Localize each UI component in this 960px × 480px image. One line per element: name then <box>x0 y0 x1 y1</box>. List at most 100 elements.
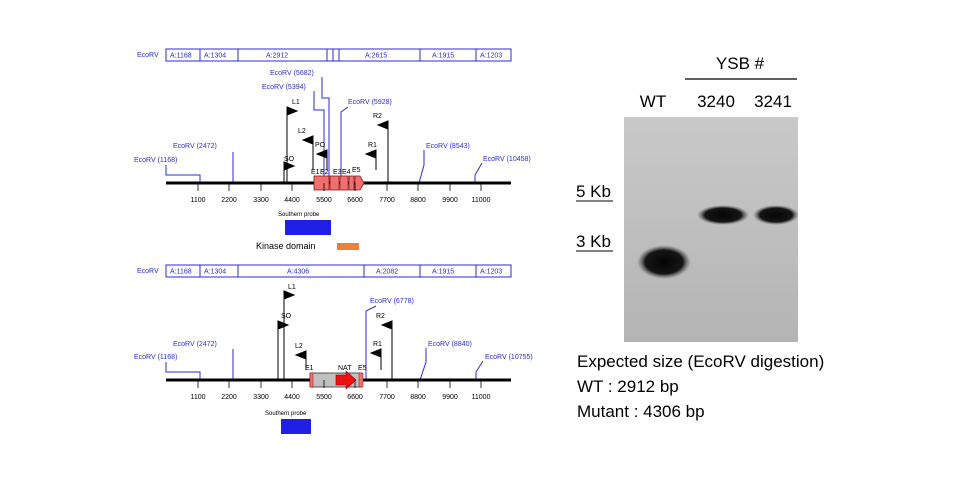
wt-probe-label: Southern probe <box>278 212 320 218</box>
wt-site-5928-leader <box>340 106 349 183</box>
wt-primer-l2: L2 <box>298 128 306 135</box>
wt-primer-so: SO <box>284 156 295 163</box>
wt-exon-e3: E3 <box>333 169 342 176</box>
mut-primer-so: SO <box>281 313 292 320</box>
band-3240 <box>697 205 749 225</box>
mut-tick-7: 7700 <box>379 394 395 401</box>
wt-exon-e4: E4 <box>342 169 351 176</box>
wt-exons <box>313 175 365 191</box>
wt-map: EcoRV A:1168 A:1304 A:2912 A:2615 A:1915… <box>134 48 531 251</box>
wt-tick-3: 3300 <box>253 197 269 204</box>
wt-segment-5: A:1915 <box>432 53 454 60</box>
mut-tick-4: 4400 <box>284 394 300 401</box>
southern-blot: YSB # WT 3240 3241 5 Kb 3 Kb <box>576 54 799 342</box>
wt-tick-9: 9900 <box>442 197 458 204</box>
mut-nat-label: NAT <box>338 365 352 372</box>
lane-3241: 3241 <box>754 92 792 111</box>
mut-tick-8: 8800 <box>410 394 426 401</box>
wt-tick-4: 4400 <box>284 197 300 204</box>
wt-segment-3: A:2912 <box>266 53 288 60</box>
wt-tick-6: 6600 <box>347 197 363 204</box>
caption-line-1: Expected size (EcoRV digestion) <box>577 352 824 371</box>
mut-tick-5: 5500 <box>316 394 332 401</box>
wt-scale <box>197 183 482 191</box>
mut-segment-5: A:1915 <box>432 269 454 276</box>
mut-map: EcoRV A:1168 A:1304 A:4306 A:2082 A:1915… <box>134 264 533 434</box>
wt-site-5682-leader <box>321 77 330 183</box>
wt-primers <box>283 106 389 183</box>
wt-site-label-5: EcoRV (5928) <box>348 99 392 106</box>
lane-3240: 3240 <box>697 92 735 111</box>
wt-site-1168-leader <box>165 165 201 183</box>
mut-tick-3: 3300 <box>253 394 269 401</box>
wt-kinase-domain <box>337 243 359 250</box>
mut-scale <box>197 380 482 388</box>
mut-segment-label: EcoRV <box>137 268 159 275</box>
wt-tick-1: 1100 <box>190 197 205 204</box>
wt-primer-r2: R2 <box>373 113 382 120</box>
mut-primer-l1: L1 <box>288 284 296 291</box>
wt-primer-l1: L1 <box>292 99 300 106</box>
blot-header: YSB # <box>716 54 765 73</box>
wt-exon-e5: E5 <box>352 167 361 174</box>
wt-segment-2: A:1304 <box>204 53 226 60</box>
mut-primer-r2: R2 <box>376 313 385 320</box>
wt-site-10458-leader <box>474 162 483 183</box>
mut-site-label-1: EcoRV (1168) <box>134 354 177 361</box>
mut-primer-l2: L2 <box>295 343 303 350</box>
marker-3kb: 3 Kb <box>576 232 611 251</box>
wt-tick-5: 5500 <box>316 197 332 204</box>
wt-site-label-7: EcoRV (10458) <box>483 156 531 163</box>
wt-tick-2: 2200 <box>221 197 237 204</box>
wt-exon-e2: E2 <box>320 169 329 176</box>
caption: Expected size (EcoRV digestion) WT : 291… <box>577 352 824 421</box>
mut-tick-6: 6600 <box>347 394 363 401</box>
mut-tick-9: 9900 <box>442 394 458 401</box>
wt-site-label-6: EcoRV (8543) <box>426 143 470 150</box>
mut-ecorv-sites <box>165 305 484 381</box>
wt-tick-8: 8800 <box>410 197 426 204</box>
lane-wt: WT <box>640 92 666 111</box>
wt-segment-bar: EcoRV A:1168 A:1304 A:2912 A:2615 A:1915… <box>137 48 512 62</box>
wt-segment-1: A:1168 <box>170 53 192 60</box>
mut-segment-4: A:2082 <box>376 269 398 276</box>
blot-membrane <box>624 117 798 342</box>
wt-primer-r1: R1 <box>368 142 377 149</box>
wt-site-8543-leader <box>418 150 425 184</box>
mut-exon-e5: E5 <box>358 365 367 372</box>
mut-site-label-4: EcoRV (8840) <box>428 341 472 348</box>
wt-tick-10: 11000 <box>472 197 491 204</box>
wt-southern-probe <box>285 220 331 235</box>
caption-line-2: WT : 2912 bp <box>577 377 679 396</box>
wt-segment-6: A:1203 <box>480 53 502 60</box>
mut-exon-e5-box <box>358 372 364 388</box>
wt-site-label-4: EcoRV (5394) <box>262 84 306 91</box>
mut-segment-2: A:1304 <box>204 269 226 276</box>
wt-site-label-3: EcoRV (5682) <box>270 70 314 77</box>
mut-probe-label: Southern probe <box>265 411 307 417</box>
wt-ecorv-sites <box>165 77 483 184</box>
mut-tick-1: 1100 <box>190 394 205 401</box>
mut-exon-e1: E1 <box>305 365 314 372</box>
wt-exon-e1: E1 <box>311 169 320 176</box>
mut-nat-arrow <box>335 370 357 390</box>
mut-segment-6: A:1203 <box>480 269 502 276</box>
wt-site-label-2: EcoRV (2472) <box>173 143 217 150</box>
wt-segment-4: A:2615 <box>365 53 387 60</box>
mut-segment-1: A:1168 <box>170 269 192 276</box>
marker-5kb: 5 Kb <box>576 182 611 201</box>
mut-site-label-5: EcoRV (10755) <box>485 354 533 361</box>
mut-segment-bar: EcoRV A:1168 A:1304 A:4306 A:2082 A:1915… <box>137 264 512 278</box>
wt-segment-label: EcoRV <box>137 52 159 59</box>
wt-primer-po: PO <box>315 142 326 149</box>
mut-primers <box>277 290 393 380</box>
mut-primer-r1: R1 <box>373 341 382 348</box>
mut-tick-2: 2200 <box>221 394 237 401</box>
mut-site-label-2: EcoRV (2472) <box>173 341 217 348</box>
mut-southern-probe <box>281 419 311 434</box>
mut-tick-10: 11000 <box>472 394 491 401</box>
wt-site-5394-leader <box>313 91 325 183</box>
mut-segment-3: A:4306 <box>287 269 309 276</box>
wt-site-label-1: EcoRV (1168) <box>134 157 177 164</box>
